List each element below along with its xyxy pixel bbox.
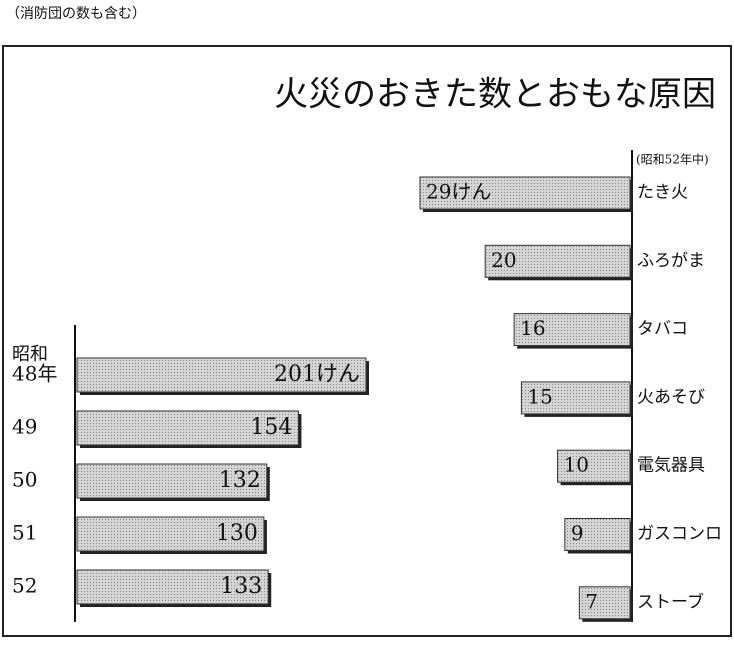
category-label: 48年 [12,362,57,386]
value-label: 7 [585,589,598,613]
value-label: 20 [491,248,516,272]
value-label: 16 [520,316,545,340]
category-label: ストーブ [637,591,704,612]
category-label: たき火 [637,183,688,203]
category-label: 49 [12,415,37,439]
value-label: 154 [250,415,292,440]
value-label: 15 [527,384,552,408]
category-label: 電気器具 [637,456,705,476]
chart-title: 火災のおきた数とおもな原因 [274,75,716,115]
category-label: 51 [12,521,37,545]
value-label: 29けん [426,180,491,204]
value-label: 132 [219,468,261,493]
subtitle: (昭和52年中) [636,152,709,167]
value-label: 130 [216,521,258,546]
value-label: 201けん [274,362,360,387]
category-label: 52 [12,574,37,598]
category-label: タバコ [637,319,688,339]
category-label: ガスコンロ [637,524,722,544]
value-label: 9 [571,521,584,545]
note: （消防団の数も含む） [6,6,146,22]
value-label: 133 [220,574,262,599]
page: （消防団の数も含む） 火災のおきた数とおもな原因 昭和 (昭和52年中) 201… [0,0,734,649]
category-label: 50 [12,468,37,492]
category-label: ふろがま [637,251,705,271]
category-label: 火あそび [637,387,705,407]
value-label: 10 [564,453,589,477]
